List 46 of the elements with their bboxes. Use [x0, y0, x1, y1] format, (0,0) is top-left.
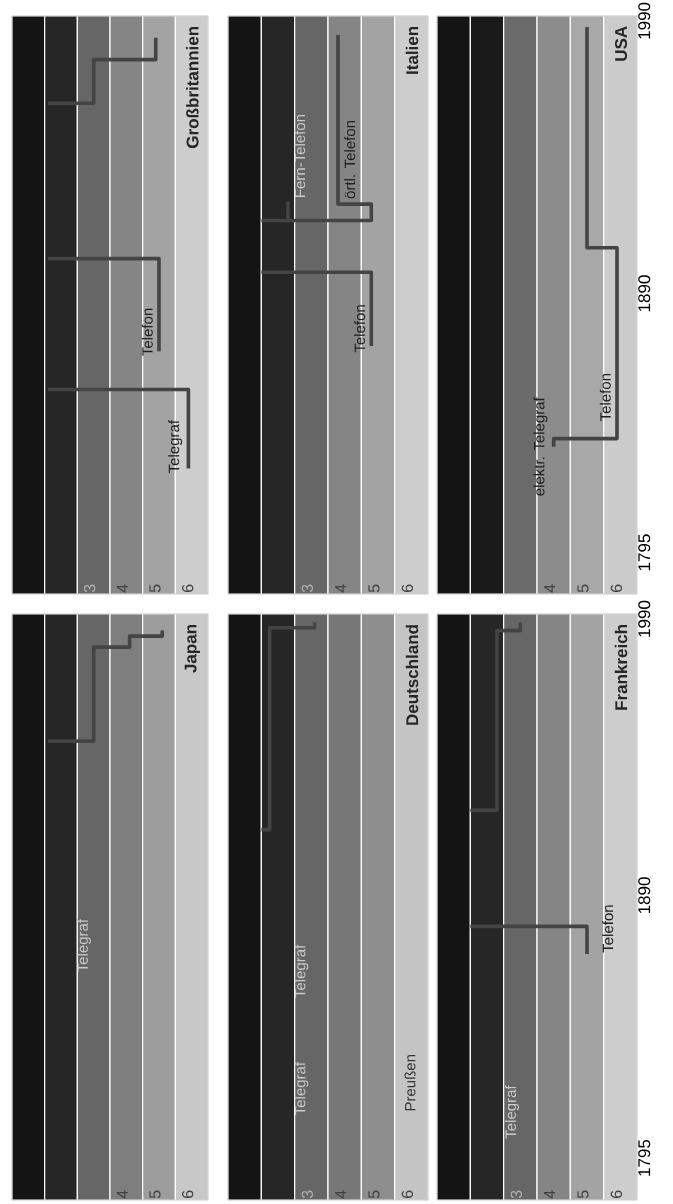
annotation: Telefon	[141, 308, 153, 356]
y-tick-label: 1890	[638, 877, 651, 914]
annotation: Telefon	[354, 305, 366, 353]
text: USA	[614, 26, 628, 61]
y-tick-label: 1890	[638, 275, 651, 312]
y-tick-label: 1990	[638, 2, 651, 39]
x-tick-label: 5	[577, 1190, 589, 1199]
x-tick-label: 5	[149, 584, 161, 593]
x-tick-label: 4	[335, 584, 347, 593]
x-tick-label: 4	[116, 584, 128, 593]
annotation: Telefon	[599, 373, 611, 422]
y-tick-label: 1990	[638, 600, 651, 637]
x-tick-label: 6	[182, 584, 194, 592]
x-tick-label: 3	[301, 1190, 313, 1199]
x-tick-label: 4	[544, 584, 556, 593]
annotation: Telegraf	[168, 419, 183, 474]
x-tick-label: 6	[401, 584, 413, 592]
text: Japan	[184, 625, 200, 673]
x-tick-label: 3	[510, 1190, 522, 1199]
x-tick-label: 4	[116, 1190, 128, 1199]
y-tick-label: 1795	[638, 1139, 651, 1176]
y-tick-label: 1795	[638, 534, 651, 571]
text: Frankreich	[614, 625, 628, 710]
text: Großbritannien	[186, 26, 199, 148]
x-tick-label: 6	[610, 1190, 622, 1198]
annotation: Telegraf	[76, 918, 91, 973]
x-tick-label: 6	[401, 1190, 413, 1198]
x-tick-label: 3	[84, 584, 96, 593]
x-tick-label: 6	[610, 584, 622, 592]
x-tick-label: 5	[149, 1190, 161, 1199]
annotation: Telefon	[602, 905, 614, 953]
annotation: Telegraf	[294, 944, 309, 998]
annotation: örtl. Telefon	[344, 120, 356, 199]
annotation: Preußen	[404, 1055, 416, 1111]
text: Deutschland	[405, 625, 419, 725]
x-tick-label: 5	[368, 584, 380, 593]
x-tick-label: 6	[182, 1190, 194, 1198]
annotation: Telegraf	[505, 1085, 519, 1139]
annotation: Fern-Telefon	[294, 114, 306, 197]
annotation: Telegraf	[294, 1061, 309, 1116]
annotation: elektr. Telegraf	[533, 397, 548, 496]
text: Italien	[405, 26, 419, 74]
x-tick-label: 4	[544, 1190, 556, 1199]
x-tick-label: 5	[368, 1190, 380, 1199]
x-tick-label: 3	[301, 584, 313, 593]
x-tick-label: 5	[577, 584, 589, 593]
